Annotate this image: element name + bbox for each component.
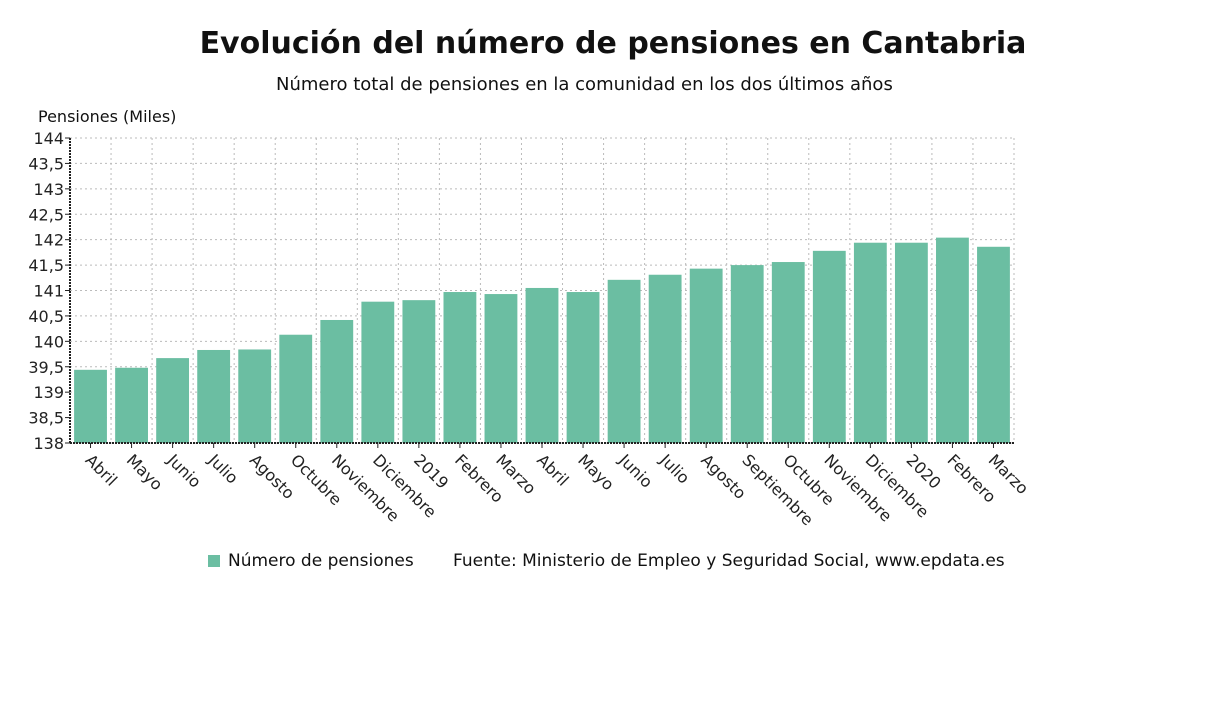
y-tick-label: 38,5: [28, 409, 64, 428]
bar: [936, 237, 969, 443]
bar: [812, 250, 846, 443]
bar: [689, 268, 723, 443]
chart-title: Evolución del número de pensiones en Can…: [199, 26, 1027, 61]
y-tick-label: 144: [33, 129, 64, 148]
y-tick-label: 140: [33, 332, 64, 351]
x-tick-label: Abril: [82, 450, 121, 489]
legend: Número de pensiones: [208, 551, 414, 571]
bar: [648, 274, 682, 443]
legend-swatch: [208, 555, 220, 567]
y-tick-label: 39,5: [28, 358, 64, 377]
y-tick-label: 143: [33, 180, 64, 199]
bar: [443, 292, 477, 443]
bar: [115, 367, 148, 443]
x-tick-label: Julio: [204, 450, 242, 488]
bar: [894, 242, 928, 443]
bar: [279, 334, 313, 443]
x-tick-label: Agosto: [697, 450, 750, 503]
bar: [484, 294, 518, 443]
bar: [320, 319, 354, 443]
y-tick-label: 141: [33, 282, 64, 301]
x-tick-label: Mayo: [574, 450, 618, 494]
y-tick-label: 40,5: [28, 307, 64, 326]
bar: [402, 300, 436, 443]
bar: [730, 265, 764, 443]
y-tick-label: 43,5: [28, 154, 64, 173]
bar: [525, 287, 559, 443]
chart-subtitle: Número total de pensiones en la comunida…: [276, 74, 893, 95]
bar: [977, 246, 1010, 443]
bar: [853, 242, 887, 443]
y-axis-label: Pensiones (Miles): [38, 107, 177, 126]
y-tick-label: 142: [33, 231, 64, 250]
bar: [74, 369, 107, 443]
bar: [197, 349, 231, 443]
legend-label: Número de pensiones: [228, 551, 414, 571]
x-tick-label: Junio: [615, 450, 657, 492]
bar: [607, 279, 641, 443]
y-tick-label: 42,5: [28, 205, 64, 224]
source-note: Fuente: Ministerio de Empleo y Seguridad…: [453, 551, 1005, 571]
bar: [566, 292, 600, 443]
bar: [156, 358, 190, 443]
x-tick-label: Junio: [163, 450, 205, 492]
bar: [238, 349, 272, 443]
bar: [771, 262, 805, 443]
x-tick-label: Mayo: [123, 450, 167, 494]
x-tick-label: Julio: [656, 450, 694, 488]
x-tick-label: Agosto: [246, 450, 299, 503]
y-tick-label: 41,5: [28, 256, 64, 275]
y-tick-label: 138: [33, 434, 64, 453]
y-tick-label: 139: [33, 383, 64, 402]
bar: [361, 301, 395, 443]
